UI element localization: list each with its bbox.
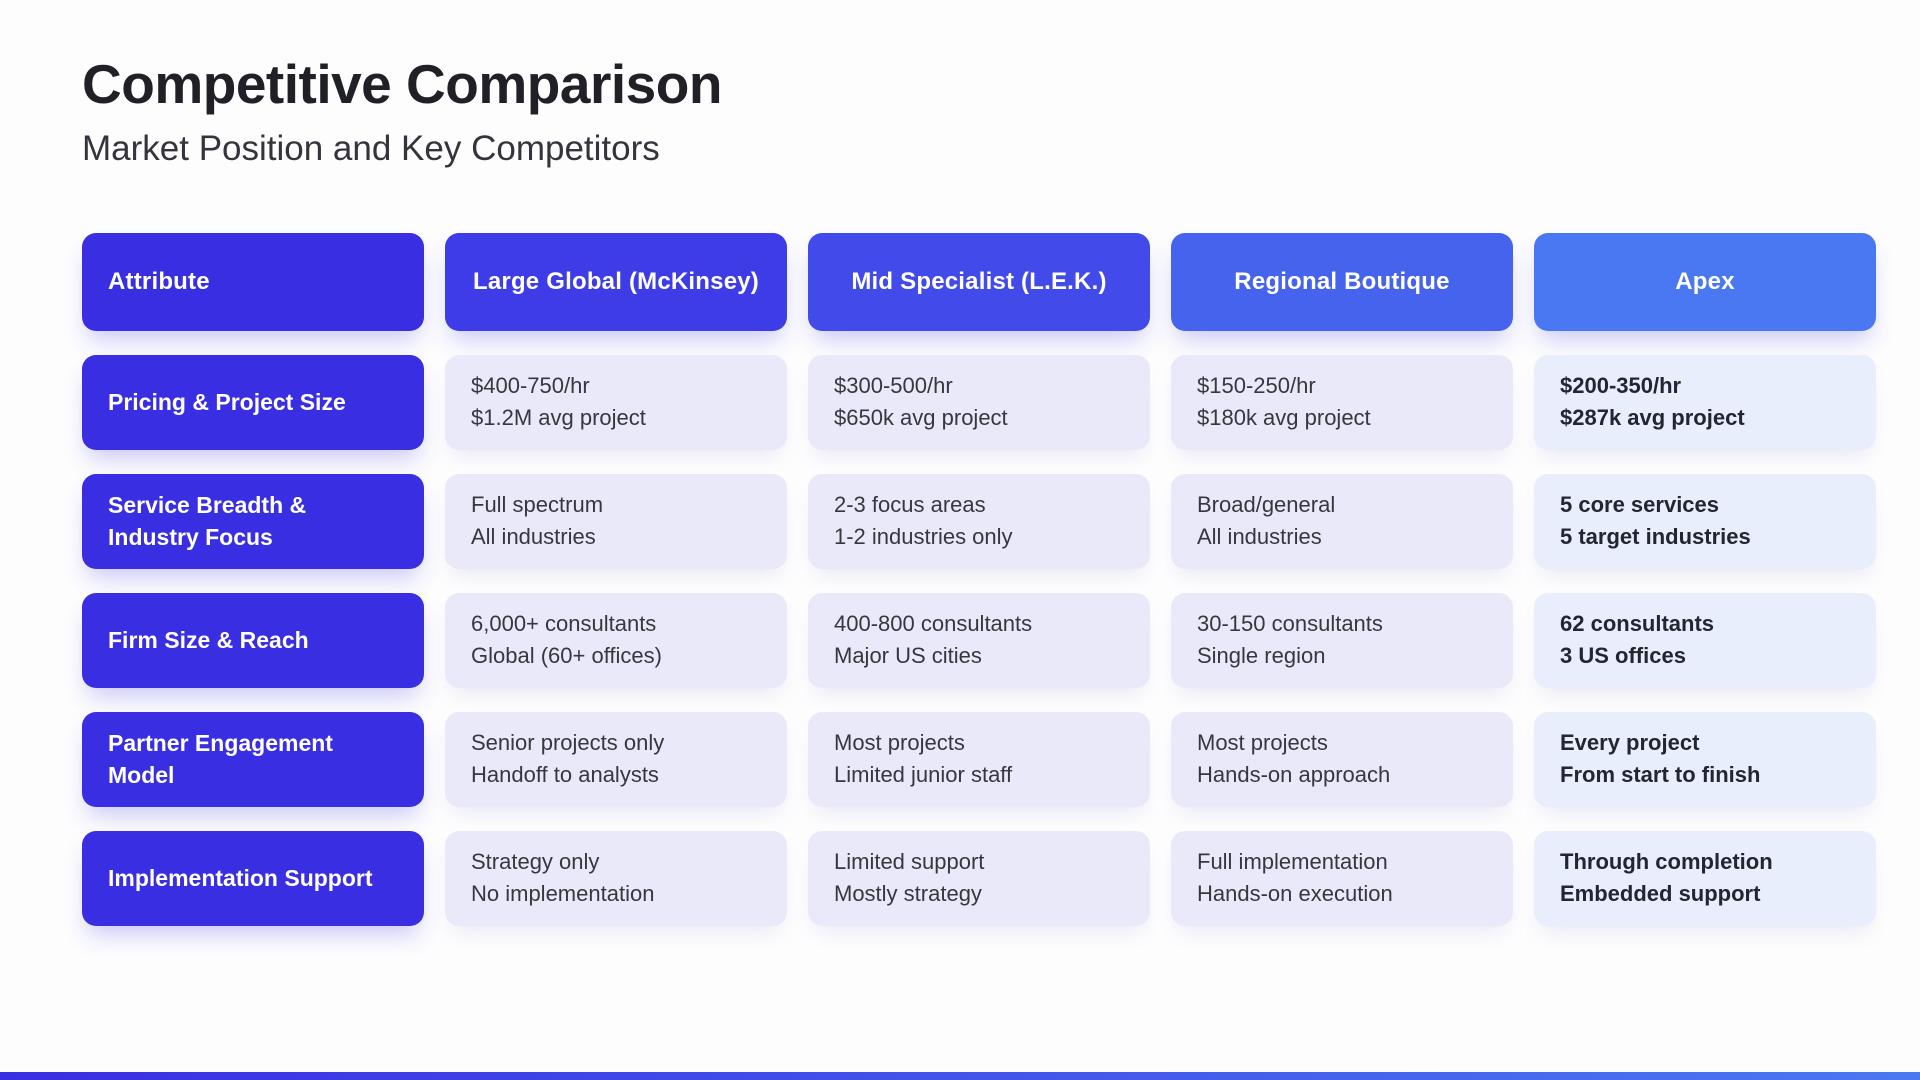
cell-line: 2-3 focus areas — [834, 492, 986, 518]
cell-line: $400-750/hr — [471, 373, 590, 399]
row-label-service-breadth: Service Breadth & Industry Focus — [82, 473, 424, 569]
cell-line: Hands-on approach — [1197, 762, 1391, 788]
cell-line: No implementation — [471, 881, 655, 907]
table-cell: 30-150 consultants Single region — [1171, 592, 1513, 688]
cell-line: 62 consultants — [1560, 611, 1715, 637]
cell-line: 6,000+ consultants — [471, 611, 657, 637]
cell-line: Handoff to analysts — [471, 762, 659, 788]
cell-line: 5 core services — [1560, 492, 1720, 518]
cell-line: All industries — [471, 524, 596, 550]
footer-accent-bar — [0, 1072, 1920, 1080]
cell-line: Global (60+ offices) — [471, 643, 662, 669]
cell-line: Most projects — [1197, 730, 1328, 756]
cell-line: $180k avg project — [1197, 405, 1371, 431]
table-cell: Full spectrum All industries — [445, 473, 787, 569]
cell-line: Limited support — [834, 849, 985, 875]
table-cell: $150-250/hr $180k avg project — [1171, 354, 1513, 450]
cell-line: Full spectrum — [471, 492, 604, 518]
table-cell: $300-500/hr $650k avg project — [808, 354, 1150, 450]
cell-line: Embedded support — [1560, 881, 1761, 907]
table-cell: 2-3 focus areas 1-2 industries only — [808, 473, 1150, 569]
cell-line: Senior projects only — [471, 730, 665, 756]
cell-line: Hands-on execution — [1197, 881, 1393, 907]
table-cell-apex: 62 consultants 3 US offices — [1534, 592, 1876, 688]
table-cell-apex: Through completion Embedded support — [1534, 830, 1876, 926]
page-title: Competitive Comparison — [82, 53, 722, 115]
cell-line: Through completion — [1560, 849, 1773, 875]
cell-line: $150-250/hr — [1197, 373, 1316, 399]
comparison-table: Attribute Large Global (McKinsey) Mid Sp… — [82, 232, 1876, 926]
cell-line: $300-500/hr — [834, 373, 953, 399]
cell-line: Mostly strategy — [834, 881, 982, 907]
page-subtitle: Market Position and Key Competitors — [82, 128, 660, 168]
cell-line: Full implementation — [1197, 849, 1388, 875]
cell-line: 5 target industries — [1560, 524, 1751, 550]
cell-line: From start to finish — [1560, 762, 1761, 788]
cell-line: 3 US offices — [1560, 643, 1686, 669]
table-cell: Most projects Hands-on approach — [1171, 711, 1513, 807]
cell-line: All industries — [1197, 524, 1322, 550]
row-label-partner-engagement: Partner Engagement Model — [82, 711, 424, 807]
table-cell: Most projects Limited junior staff — [808, 711, 1150, 807]
cell-line: 400-800 consultants — [834, 611, 1033, 637]
table-cell: 400-800 consultants Major US cities — [808, 592, 1150, 688]
cell-line: $650k avg project — [834, 405, 1008, 431]
table-cell: $400-750/hr $1.2M avg project — [445, 354, 787, 450]
row-label-firm-size: Firm Size & Reach — [82, 592, 424, 688]
cell-line: Strategy only — [471, 849, 600, 875]
table-cell-apex: Every project From start to finish — [1534, 711, 1876, 807]
row-label-pricing: Pricing & Project Size — [82, 354, 424, 450]
cell-line: Single region — [1197, 643, 1326, 669]
table-cell: 6,000+ consultants Global (60+ offices) — [445, 592, 787, 688]
column-header-regional-boutique: Regional Boutique — [1171, 232, 1513, 331]
cell-line: $200-350/hr — [1560, 373, 1682, 399]
table-cell: Limited support Mostly strategy — [808, 830, 1150, 926]
cell-line: $287k avg project — [1560, 405, 1745, 431]
cell-line: Broad/general — [1197, 492, 1336, 518]
cell-line: Every project — [1560, 730, 1700, 756]
table-cell: Full implementation Hands-on execution — [1171, 830, 1513, 926]
table-cell-apex: 5 core services 5 target industries — [1534, 473, 1876, 569]
cell-line: $1.2M avg project — [471, 405, 646, 431]
column-header-large-global: Large Global (McKinsey) — [445, 232, 787, 331]
row-label-implementation: Implementation Support — [82, 830, 424, 926]
cell-line: 30-150 consultants — [1197, 611, 1383, 637]
cell-line: 1-2 industries only — [834, 524, 1013, 550]
table-cell: Broad/general All industries — [1171, 473, 1513, 569]
column-header-apex: Apex — [1534, 232, 1876, 331]
column-header-attribute: Attribute — [82, 232, 424, 331]
table-cell-apex: $200-350/hr $287k avg project — [1534, 354, 1876, 450]
table-cell: Strategy only No implementation — [445, 830, 787, 926]
cell-line: Most projects — [834, 730, 965, 756]
cell-line: Limited junior staff — [834, 762, 1013, 788]
column-header-mid-specialist: Mid Specialist (L.E.K.) — [808, 232, 1150, 331]
cell-line: Major US cities — [834, 643, 982, 669]
table-cell: Senior projects only Handoff to analysts — [445, 711, 787, 807]
